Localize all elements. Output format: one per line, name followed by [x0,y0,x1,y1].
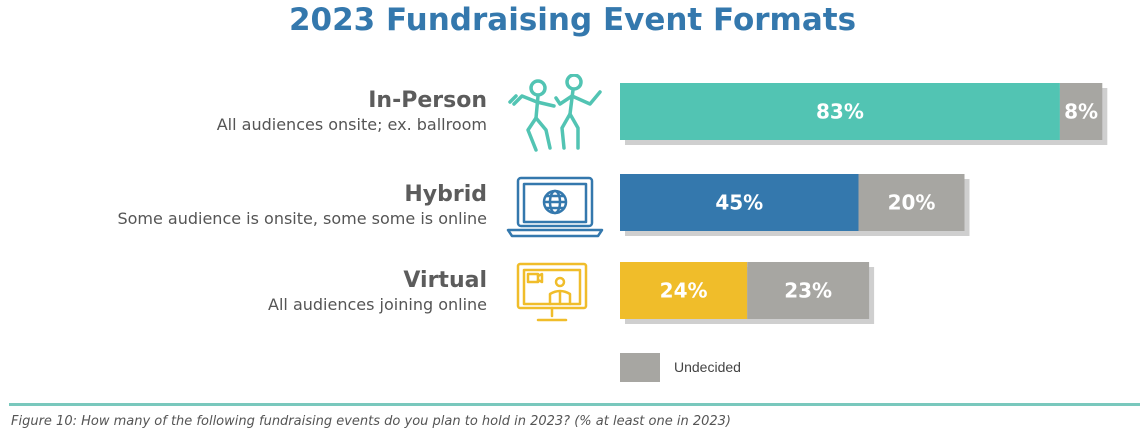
category-description: All audiences onsite; ex. ballroom [216,115,487,134]
chart-title: 2023 Fundraising Event Formats [288,2,857,38]
legend-swatch-undecided [620,352,660,382]
bar-in-person-planned [620,83,1060,140]
bar-hybrid-planned [620,174,859,231]
category-name: Hybrid [404,182,487,207]
data-label-hybrid-undecided: 20% [888,191,936,215]
category-description: Some audience is onsite, some some is on… [117,209,487,228]
category-name: In-Person [368,88,487,113]
bar-virtual-planned [620,262,748,319]
bar-in-person-undecided [1059,83,1103,140]
caption-divider [9,403,1140,406]
dancing-people-icon [508,74,602,152]
legend: Undecided [620,352,741,382]
category-label-hybrid: Hybrid Some audience is onsite, some som… [117,182,487,230]
data-label-virtual-planned: 24% [660,279,708,303]
laptop-globe-icon [506,176,604,238]
bar-hybrid-undecided [858,174,965,231]
bar-virtual-undecided [747,262,870,319]
category-description: All audiences joining online [268,295,487,314]
data-label-in-person-planned: 83% [816,100,864,124]
category-name: Virtual [403,268,487,293]
data-label-virtual-undecided: 23% [784,279,832,303]
category-label-in-person: In-Person All audiences onsite; ex. ball… [217,88,487,136]
figure-caption: Figure 10: How many of the following fun… [11,414,731,429]
category-label-virtual: Virtual All audiences joining online [268,268,487,316]
legend-label-undecided: Undecided [674,359,741,375]
monitor-video-call-icon [516,262,588,322]
data-label-in-person-undecided: 8% [1064,100,1098,124]
data-label-hybrid-planned: 45% [715,191,763,215]
